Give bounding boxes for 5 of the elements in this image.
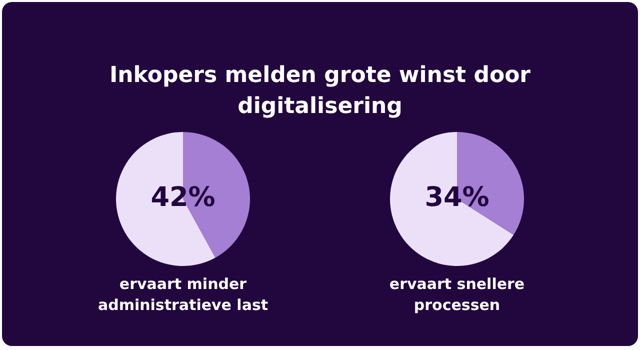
data-label: 42% xyxy=(150,182,216,214)
data-label: 34% xyxy=(424,182,490,214)
text: ervaart minder administratieve last xyxy=(96,274,270,316)
text: ervaart snellere processen xyxy=(388,274,526,316)
text: Inkopers melden grote winst door digitalisering xyxy=(108,62,532,121)
